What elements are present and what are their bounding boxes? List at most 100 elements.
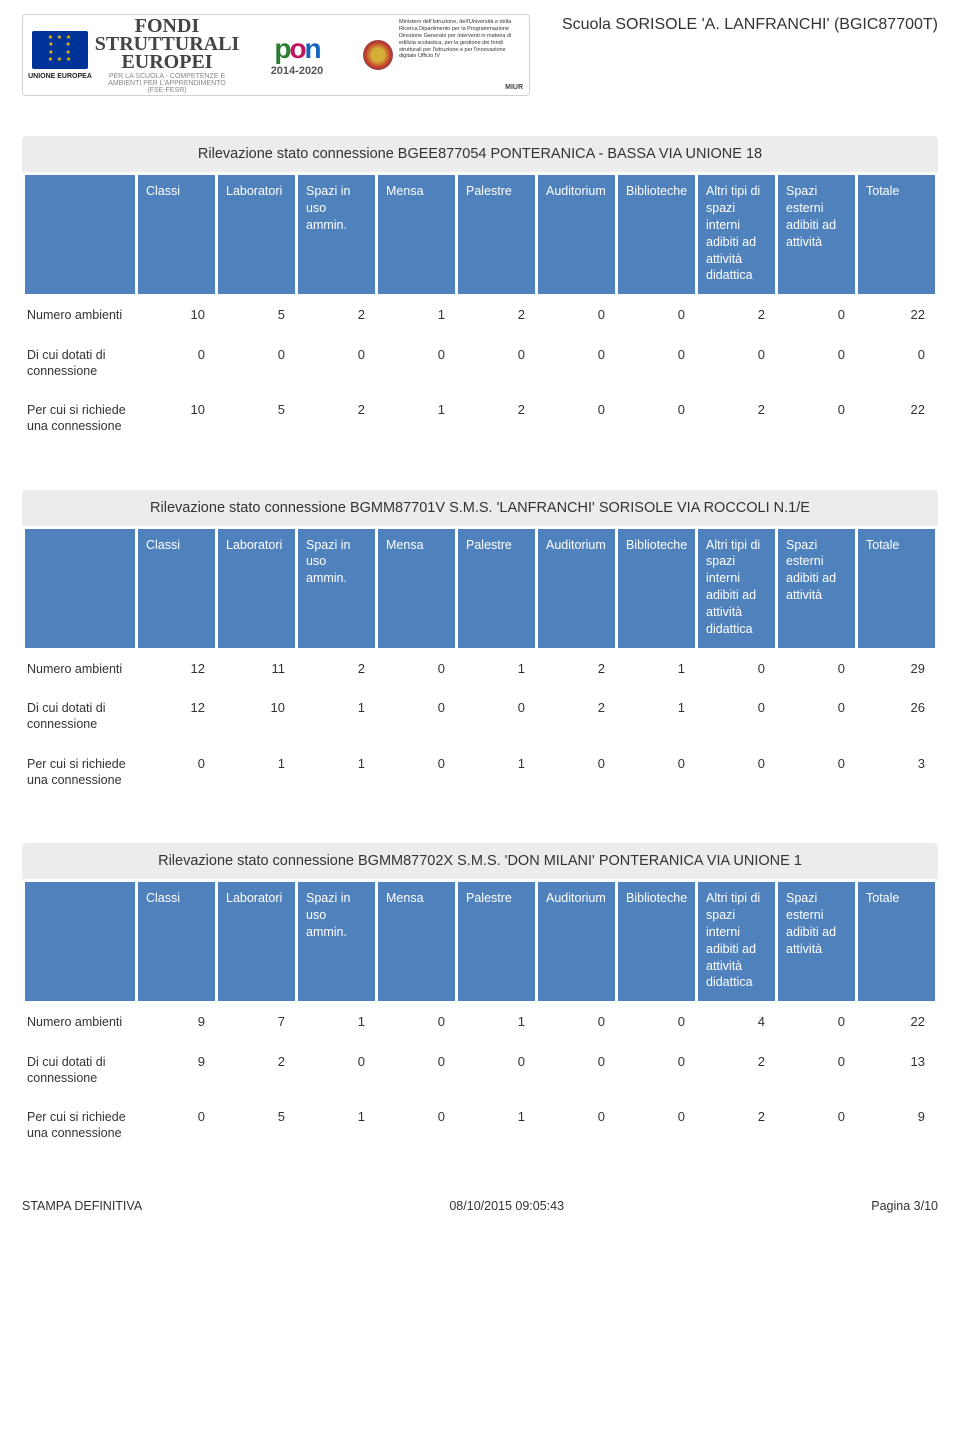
table-cell: 13	[858, 1044, 935, 1097]
column-header: Mensa	[378, 529, 455, 648]
table-cell: 0	[858, 337, 935, 390]
table-cell: 0	[218, 337, 295, 390]
column-header: Biblioteche	[618, 175, 695, 294]
row-label: Numero ambienti	[25, 297, 135, 333]
table-cell: 1	[298, 690, 375, 743]
column-header: Mensa	[378, 175, 455, 294]
table-cell: 0	[778, 651, 855, 687]
survey-table-block: Rilevazione stato connessione BGMM87701V…	[22, 490, 938, 802]
table-cell: 9	[138, 1004, 215, 1040]
table-row: Di cui dotati di connessione121010021002…	[25, 690, 935, 743]
table-cell: 0	[698, 690, 775, 743]
table-cell: 26	[858, 690, 935, 743]
table-cell: 0	[618, 1004, 695, 1040]
row-label: Numero ambienti	[25, 1004, 135, 1040]
column-header: Spazi esterni adibiti ad attività	[778, 175, 855, 294]
miur-block: Ministero dell'Istruzione, dell'Universi…	[357, 15, 529, 95]
column-header: Laboratori	[218, 175, 295, 294]
table-cell: 10	[218, 690, 295, 743]
table-cell: 12	[138, 690, 215, 743]
table-cell: 2	[698, 1099, 775, 1152]
table-cell: 7	[218, 1004, 295, 1040]
table-cell: 3	[858, 746, 935, 799]
table-cell: 0	[378, 746, 455, 799]
table-row: Di cui dotati di connessione0000000000	[25, 337, 935, 390]
table-cell: 1	[458, 746, 535, 799]
column-header-blank	[25, 882, 135, 1001]
table-cell: 0	[698, 651, 775, 687]
table-cell: 0	[618, 1099, 695, 1152]
column-header: Classi	[138, 175, 215, 294]
table-cell: 0	[378, 651, 455, 687]
table-cell: 1	[298, 746, 375, 799]
table-cell: 10	[138, 392, 215, 445]
column-header: Classi	[138, 882, 215, 1001]
column-header: Laboratori	[218, 529, 295, 648]
table-cell: 0	[618, 1044, 695, 1097]
table-row: Per cui si richiede una connessione10521…	[25, 392, 935, 445]
italy-emblem-icon	[363, 40, 393, 70]
eu-block: ★ ★ ★★ ★★ ★★ ★ ★ UNIONE EUROPEA	[23, 15, 97, 95]
table-row: Numero ambienti97101004022	[25, 1004, 935, 1040]
table-cell: 4	[698, 1004, 775, 1040]
row-label: Di cui dotati di connessione	[25, 1044, 135, 1097]
table-cell: 2	[298, 297, 375, 333]
column-header: Totale	[858, 529, 935, 648]
table-cell: 1	[458, 1099, 535, 1152]
table-row: Per cui si richiede una connessione01101…	[25, 746, 935, 799]
row-label: Per cui si richiede una connessione	[25, 746, 135, 799]
table-cell: 5	[218, 1099, 295, 1152]
table-cell: 0	[378, 337, 455, 390]
table-cell: 0	[458, 690, 535, 743]
column-header: Totale	[858, 882, 935, 1001]
table-cell: 1	[378, 297, 455, 333]
table-cell: 2	[538, 651, 615, 687]
row-label: Per cui si richiede una connessione	[25, 1099, 135, 1152]
pon-block: pon 2014-2020	[237, 15, 357, 95]
table-cell: 0	[778, 1004, 855, 1040]
column-header: Biblioteche	[618, 529, 695, 648]
table-cell: 0	[138, 746, 215, 799]
column-header: Spazi in uso ammin.	[298, 882, 375, 1001]
table-cell: 0	[778, 746, 855, 799]
column-header: Auditorium	[538, 175, 615, 294]
fondi-subtitle: PER LA SCUOLA - COMPETENZE E AMBIENTI PE…	[101, 73, 233, 94]
table-cell: 0	[778, 392, 855, 445]
survey-table-block: Rilevazione stato connessione BGEE877054…	[22, 136, 938, 448]
table-cell: 1	[378, 392, 455, 445]
table-cell: 1	[458, 1004, 535, 1040]
table-cell: 2	[298, 392, 375, 445]
row-label: Di cui dotati di connessione	[25, 690, 135, 743]
table-cell: 0	[698, 746, 775, 799]
column-header: Spazi in uso ammin.	[298, 175, 375, 294]
table-cell: 2	[458, 297, 535, 333]
table-cell: 0	[458, 1044, 535, 1097]
footer-right: Pagina 3/10	[871, 1199, 938, 1213]
table-cell: 2	[698, 392, 775, 445]
table-cell: 0	[538, 746, 615, 799]
column-header: Spazi esterni adibiti ad attività	[778, 882, 855, 1001]
column-header: Palestre	[458, 175, 535, 294]
table-cell: 1	[458, 651, 535, 687]
survey-table: ClassiLaboratoriSpazi in uso ammin.Mensa…	[22, 879, 938, 1155]
row-label: Per cui si richiede una connessione	[25, 392, 135, 445]
column-header: Spazi in uso ammin.	[298, 529, 375, 648]
column-header: Spazi esterni adibiti ad attività	[778, 529, 855, 648]
row-label: Di cui dotati di connessione	[25, 337, 135, 390]
table-cell: 2	[698, 1044, 775, 1097]
table-cell: 5	[218, 297, 295, 333]
table-row: Per cui si richiede una connessione05101…	[25, 1099, 935, 1152]
table-cell: 0	[538, 392, 615, 445]
pon-year: 2014-2020	[271, 65, 324, 77]
table-cell: 12	[138, 651, 215, 687]
table-row: Numero ambienti1211201210029	[25, 651, 935, 687]
table-cell: 2	[458, 392, 535, 445]
footer-left: STAMPA DEFINITIVA	[22, 1199, 142, 1213]
table-cell: 22	[858, 392, 935, 445]
table-cell: 0	[618, 337, 695, 390]
column-header: Palestre	[458, 882, 535, 1001]
table-cell: 0	[778, 337, 855, 390]
table-cell: 0	[298, 337, 375, 390]
table-cell: 1	[298, 1004, 375, 1040]
table-cell: 0	[698, 337, 775, 390]
